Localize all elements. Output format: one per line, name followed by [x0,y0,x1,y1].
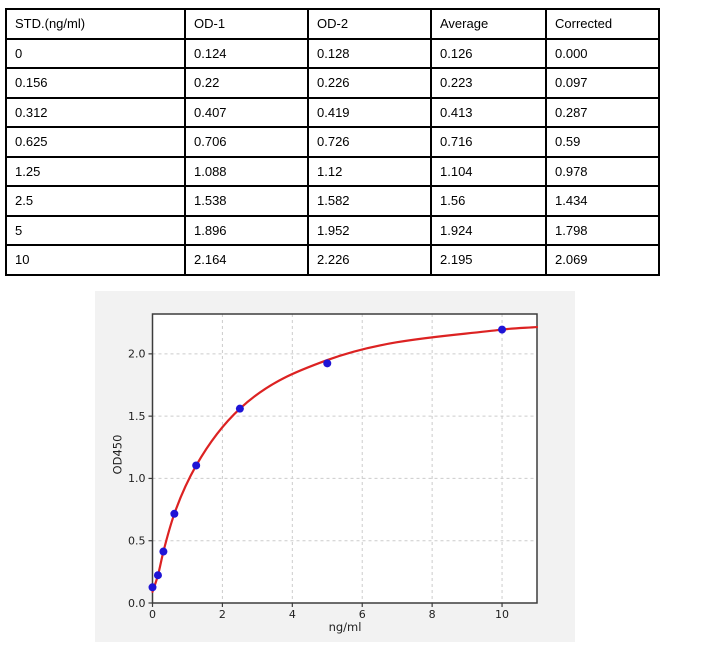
table-cell: 1.952 [307,214,432,246]
table-cell: 0.226 [307,67,432,99]
data-point [159,547,168,556]
column-header: OD-2 [307,8,432,40]
table-row: 0.156 0.22 0.226 0.223 0.097 [5,67,660,99]
standard-curve-figure: 0 2 4 6 8 10 0.0 0.5 1.0 1.5 2.0 OD450 ng/ml [95,291,575,642]
column-header: Corrected [545,8,660,40]
table-cell: 0.59 [545,126,660,158]
data-point [170,509,179,518]
y-tick-label: 1.5 [128,410,146,423]
table-cell: 0.126 [430,37,547,69]
column-header: OD-1 [184,8,309,40]
table-row: 10 2.164 2.226 2.195 2.069 [5,244,660,276]
standard-curve-chart: 0 2 4 6 8 10 0.0 0.5 1.0 1.5 2.0 [128,313,538,621]
table-cell: 2.226 [307,244,432,276]
data-point [192,461,201,470]
x-tick-label: 8 [429,608,436,621]
table-row: 0.625 0.706 0.726 0.716 0.59 [5,126,660,158]
table-cell: 0.978 [545,155,660,187]
x-tick-label: 2 [219,608,226,621]
table-row: 5 1.896 1.952 1.924 1.798 [5,214,660,246]
x-tick-label: 0 [149,608,156,621]
table-cell: 0.625 [5,126,186,158]
table-cell: 1.25 [5,155,186,187]
table-cell: 0.407 [184,96,309,128]
plot-area [152,314,537,603]
table-row: 2.5 1.538 1.582 1.56 1.434 [5,185,660,217]
data-point [235,404,244,413]
table-cell: 0.22 [184,67,309,99]
table-cell: 2.164 [184,244,309,276]
column-header: STD.(ng/ml) [5,8,186,40]
table-cell: 0.706 [184,126,309,158]
table-cell: 2.195 [430,244,547,276]
table-cell: 2.069 [545,244,660,276]
table-cell: 0 [5,37,186,69]
table-cell: 0.413 [430,96,547,128]
table-cell: 2.5 [5,185,186,217]
table-cell: 1.104 [430,155,547,187]
table-cell: 0.716 [430,126,547,158]
table-cell: 0.128 [307,37,432,69]
table-cell: 1.538 [184,185,309,217]
y-tick-label: 0.0 [128,597,146,610]
column-header: Average [430,8,547,40]
x-tick-label: 6 [359,608,366,621]
table-cell: 1.798 [545,214,660,246]
table-row: 0 0.124 0.128 0.126 0.000 [5,37,660,69]
table-header-row: STD.(ng/ml) OD-1 OD-2 Average Corrected [5,8,660,40]
y-tick-label: 1.0 [128,472,146,485]
table-cell: 1.12 [307,155,432,187]
table-cell: 10 [5,244,186,276]
y-axis-label: OD450 [110,434,125,475]
fit-curve [151,325,538,593]
table-cell: 0.419 [307,96,432,128]
table-cell: 1.582 [307,185,432,217]
x-tick-label: 10 [495,608,509,621]
table-cell: 1.434 [545,185,660,217]
table-cell: 0.726 [307,126,432,158]
table-cell: 0.312 [5,96,186,128]
x-axis-label: ng/ml [328,620,362,634]
y-tick-label: 0.5 [128,535,146,548]
table-cell: 1.56 [430,185,547,217]
table-cell: 0.124 [184,37,309,69]
data-point [323,359,332,368]
data-point [148,583,157,592]
plot-border [151,313,538,604]
table-cell: 5 [5,214,186,246]
data-point [498,325,507,334]
table-cell: 1.896 [184,214,309,246]
standard-data-table: STD.(ng/ml) OD-1 OD-2 Average Corrected 0 0.1… [5,8,660,276]
y-tick-label: 2.0 [128,348,146,361]
table-cell: 0.097 [545,67,660,99]
table-cell: 0.156 [5,67,186,99]
table-cell: 0.000 [545,37,660,69]
table-cell: 1.924 [430,214,547,246]
table-cell: 1.088 [184,155,309,187]
table-cell: 0.223 [430,67,547,99]
table-row: 1.25 1.088 1.12 1.104 0.978 [5,155,660,187]
table-cell: 0.287 [545,96,660,128]
table-row: 0.312 0.407 0.419 0.413 0.287 [5,96,660,128]
x-tick-label: 4 [289,608,296,621]
data-point [153,571,162,580]
